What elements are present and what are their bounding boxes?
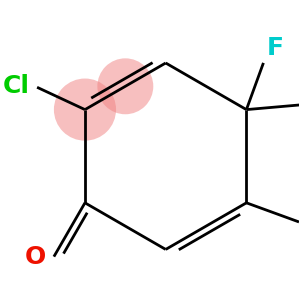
Text: O: O xyxy=(25,244,46,268)
Circle shape xyxy=(98,58,153,114)
Text: F: F xyxy=(266,36,283,60)
Circle shape xyxy=(54,79,116,141)
Text: Cl: Cl xyxy=(2,74,29,98)
